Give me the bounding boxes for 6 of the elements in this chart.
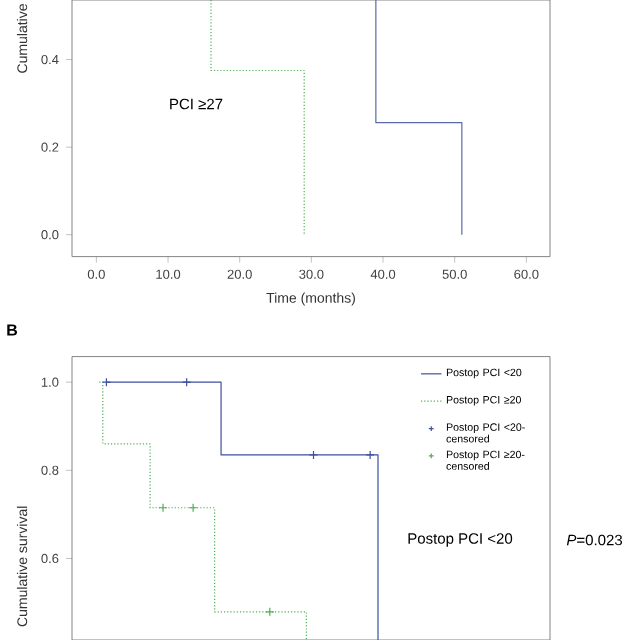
point bbox=[158, 503, 168, 513]
text: B bbox=[7, 324, 18, 336]
point bbox=[365, 450, 375, 460]
point bbox=[182, 377, 192, 387]
point bbox=[308, 450, 319, 460]
point bbox=[188, 503, 198, 513]
